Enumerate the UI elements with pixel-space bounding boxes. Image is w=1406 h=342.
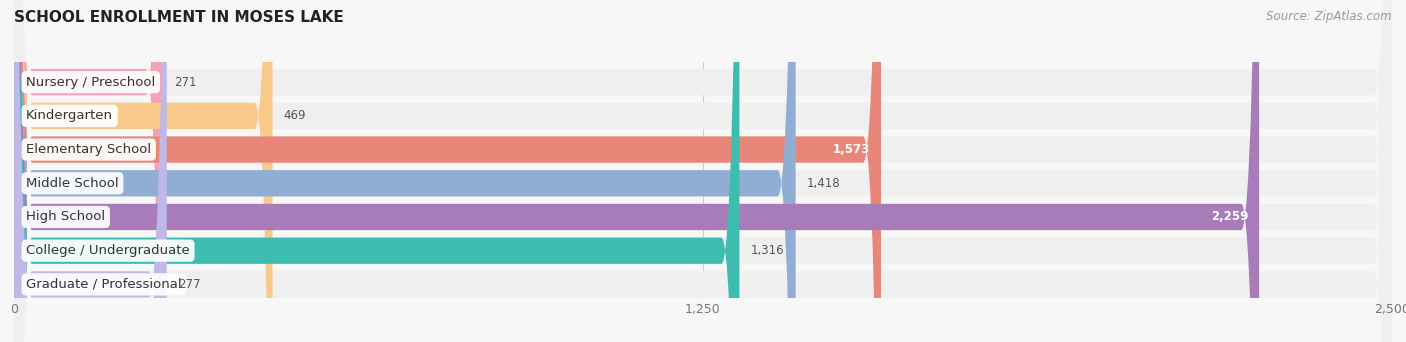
Text: SCHOOL ENROLLMENT IN MOSES LAKE: SCHOOL ENROLLMENT IN MOSES LAKE bbox=[14, 10, 344, 25]
FancyBboxPatch shape bbox=[14, 0, 273, 342]
Text: 277: 277 bbox=[177, 278, 200, 291]
FancyBboxPatch shape bbox=[14, 0, 1260, 342]
FancyBboxPatch shape bbox=[14, 0, 1392, 342]
Text: 1,418: 1,418 bbox=[807, 177, 841, 190]
FancyBboxPatch shape bbox=[14, 0, 163, 342]
Text: 1,316: 1,316 bbox=[751, 244, 785, 257]
FancyBboxPatch shape bbox=[14, 0, 167, 342]
Text: Middle School: Middle School bbox=[27, 177, 120, 190]
FancyBboxPatch shape bbox=[14, 0, 882, 342]
FancyBboxPatch shape bbox=[14, 0, 1392, 342]
Text: High School: High School bbox=[27, 210, 105, 223]
Text: Graduate / Professional: Graduate / Professional bbox=[27, 278, 181, 291]
Text: Source: ZipAtlas.com: Source: ZipAtlas.com bbox=[1267, 10, 1392, 23]
Text: College / Undergraduate: College / Undergraduate bbox=[27, 244, 190, 257]
Text: 469: 469 bbox=[284, 109, 307, 122]
FancyBboxPatch shape bbox=[14, 0, 740, 342]
Text: 2,259: 2,259 bbox=[1211, 210, 1249, 223]
Text: 271: 271 bbox=[174, 76, 197, 89]
FancyBboxPatch shape bbox=[14, 0, 1392, 342]
FancyBboxPatch shape bbox=[14, 0, 1392, 342]
Text: Kindergarten: Kindergarten bbox=[27, 109, 114, 122]
Text: Elementary School: Elementary School bbox=[27, 143, 152, 156]
FancyBboxPatch shape bbox=[14, 0, 796, 342]
FancyBboxPatch shape bbox=[14, 0, 1392, 342]
Text: Nursery / Preschool: Nursery / Preschool bbox=[27, 76, 156, 89]
FancyBboxPatch shape bbox=[14, 0, 1392, 342]
FancyBboxPatch shape bbox=[14, 0, 1392, 342]
Text: 1,573: 1,573 bbox=[832, 143, 870, 156]
